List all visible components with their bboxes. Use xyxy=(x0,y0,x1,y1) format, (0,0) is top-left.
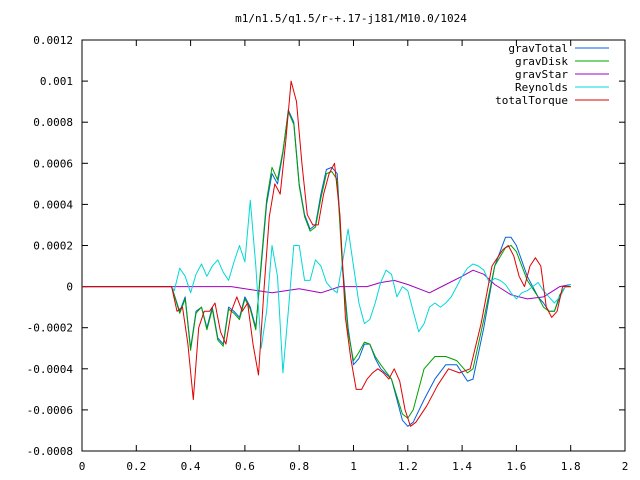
y-tick-label: 0.0008 xyxy=(33,116,73,129)
x-axis: 0 0.2 0.4 0.6 0.8 1 1.2 1.4 1.6 1.8 2 xyxy=(79,40,629,473)
y-tick-label: -0.0008 xyxy=(27,445,73,458)
y-tick-label: 0 xyxy=(66,281,73,294)
series-line-gravStar xyxy=(82,269,571,300)
x-tick-label: 1.6 xyxy=(506,460,526,473)
series-line-gravTotal xyxy=(82,109,571,427)
y-tick-label: -0.0006 xyxy=(27,404,73,417)
y-axis: -0.0008 -0.0006 -0.0004 -0.0002 0 0.0002 0.000… xyxy=(27,34,625,458)
x-tick-label: 1.8 xyxy=(561,460,581,473)
x-tick-label: 1 xyxy=(350,460,357,473)
y-tick-label: 0.0004 xyxy=(33,198,73,211)
legend-label-totalTorque: totalTorque xyxy=(495,94,568,107)
chart-title: m1/n1.5/q1.5/r-+.17-j181/M10.0/1024 xyxy=(235,12,467,25)
x-tick-label: 0 xyxy=(79,460,86,473)
legend-label-gravTotal: gravTotal xyxy=(508,42,568,55)
series-group xyxy=(82,80,571,427)
y-tick-label: 0.0012 xyxy=(33,34,73,47)
y-tick-label: 0.001 xyxy=(40,75,73,88)
series-line-totalTorque xyxy=(82,80,571,427)
x-tick-label: 0.6 xyxy=(235,460,255,473)
series-line-gravDisk xyxy=(82,111,571,419)
x-tick-label: 0.2 xyxy=(126,460,146,473)
series-line-Reynolds xyxy=(171,199,571,374)
x-tick-label: 1.4 xyxy=(452,460,472,473)
y-tick-label: -0.0004 xyxy=(27,363,74,376)
y-tick-label: 0.0002 xyxy=(33,240,73,253)
y-tick-label: 0.0006 xyxy=(33,157,73,170)
y-tick-label: -0.0002 xyxy=(27,322,73,335)
x-tick-label: 0.4 xyxy=(181,460,201,473)
legend-label-gravDisk: gravDisk xyxy=(515,55,568,68)
x-tick-label: 1.2 xyxy=(398,460,418,473)
legend-label-gravStar: gravStar xyxy=(515,68,568,81)
x-tick-label: 0.8 xyxy=(289,460,309,473)
legend: gravTotalgravDiskgravStarReynoldstotalTo… xyxy=(495,42,609,107)
x-tick-label: 2 xyxy=(622,460,629,473)
legend-label-Reynolds: Reynolds xyxy=(515,81,568,94)
